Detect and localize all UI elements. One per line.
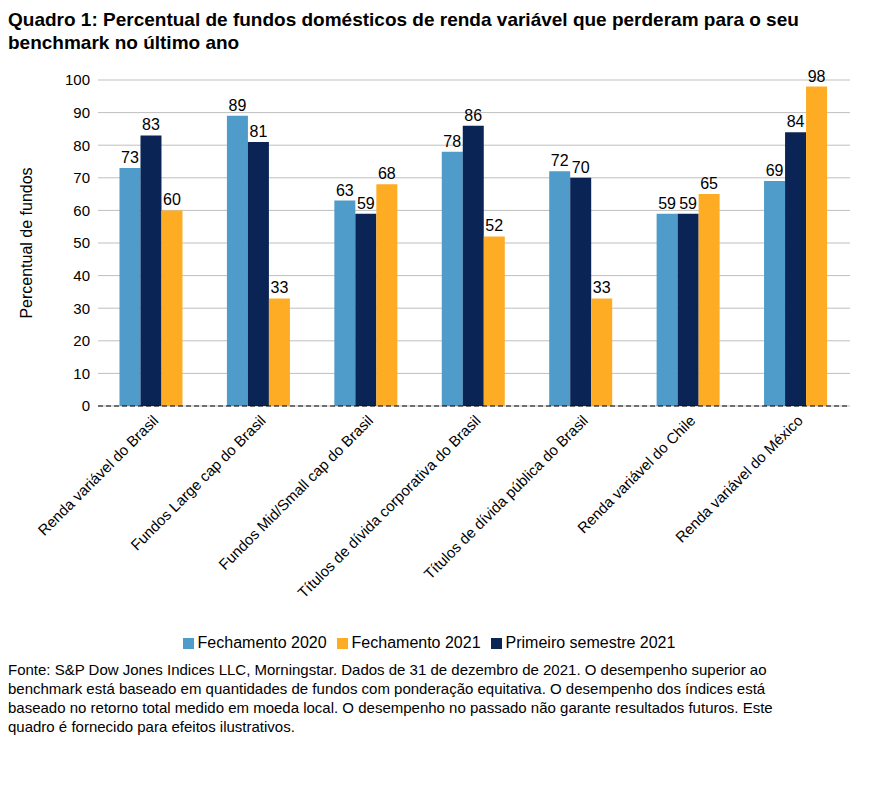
svg-text:83: 83 <box>142 116 160 133</box>
svg-text:59: 59 <box>679 195 697 212</box>
svg-text:81: 81 <box>250 123 268 140</box>
svg-text:Renda variável do México: Renda variável do México <box>672 412 806 546</box>
html-text:Fonte: S&P Dow Jones Indices L: Fonte: S&P Dow Jones Indices LLC, Mornin… <box>8 661 773 735</box>
html-text:Quadro 1: Percentual de fundos: Quadro 1: Percentual de fundos doméstico… <box>8 9 799 53</box>
svg-text:0: 0 <box>82 397 90 414</box>
svg-text:10: 10 <box>73 365 90 382</box>
svg-text:72: 72 <box>551 152 569 169</box>
svg-text:Títulos de dívida corporativa: Títulos de dívida corporativa do Brasil <box>294 412 483 601</box>
svg-text:40: 40 <box>73 267 90 284</box>
svg-text:Títulos de dívida pública do B: Títulos de dívida pública do Brasil <box>420 412 591 583</box>
svg-text:33: 33 <box>271 279 289 296</box>
svg-text:Renda variável do Brasil: Renda variável do Brasil <box>34 412 161 539</box>
svg-text:69: 69 <box>766 162 784 179</box>
svg-text:59: 59 <box>357 195 375 212</box>
svg-text:98: 98 <box>808 68 826 85</box>
svg-text:Renda variável do Chile: Renda variável do Chile <box>574 412 699 537</box>
svg-text:59: 59 <box>658 195 676 212</box>
html-text:Fechamento 2021: Fechamento 2021 <box>351 634 481 651</box>
svg-text:68: 68 <box>378 165 396 182</box>
svg-text:73: 73 <box>121 149 139 166</box>
svg-text:80: 80 <box>73 137 90 154</box>
svg-text:Fundos Mid/Small cap do Brasil: Fundos Mid/Small cap do Brasil <box>215 411 377 573</box>
svg-text:78: 78 <box>443 133 461 150</box>
svg-text:70: 70 <box>572 159 590 176</box>
svg-text:90: 90 <box>73 104 90 121</box>
svg-text:89: 89 <box>229 97 247 114</box>
svg-text:60: 60 <box>163 191 181 208</box>
svg-text:20: 20 <box>73 332 90 349</box>
svg-text:63: 63 <box>336 182 354 199</box>
svg-text:Fundos Large cap do Brasil: Fundos Large cap do Brasil <box>127 411 269 554</box>
svg-text:50: 50 <box>73 234 90 251</box>
html-text:Primeiro semestre 2021: Primeiro semestre 2021 <box>505 634 676 651</box>
svg-text:52: 52 <box>485 217 503 234</box>
svg-text:30: 30 <box>73 300 90 317</box>
svg-text:100: 100 <box>65 71 90 88</box>
svg-text:65: 65 <box>700 175 718 192</box>
svg-text:86: 86 <box>464 107 482 124</box>
svg-text:60: 60 <box>73 202 90 219</box>
svg-text:84: 84 <box>787 113 805 130</box>
svg-text:Percentual de fundos: Percentual de fundos <box>18 167 35 318</box>
html-text:Fechamento 2020: Fechamento 2020 <box>197 634 327 651</box>
svg-text:33: 33 <box>593 279 611 296</box>
svg-text:70: 70 <box>73 169 90 186</box>
